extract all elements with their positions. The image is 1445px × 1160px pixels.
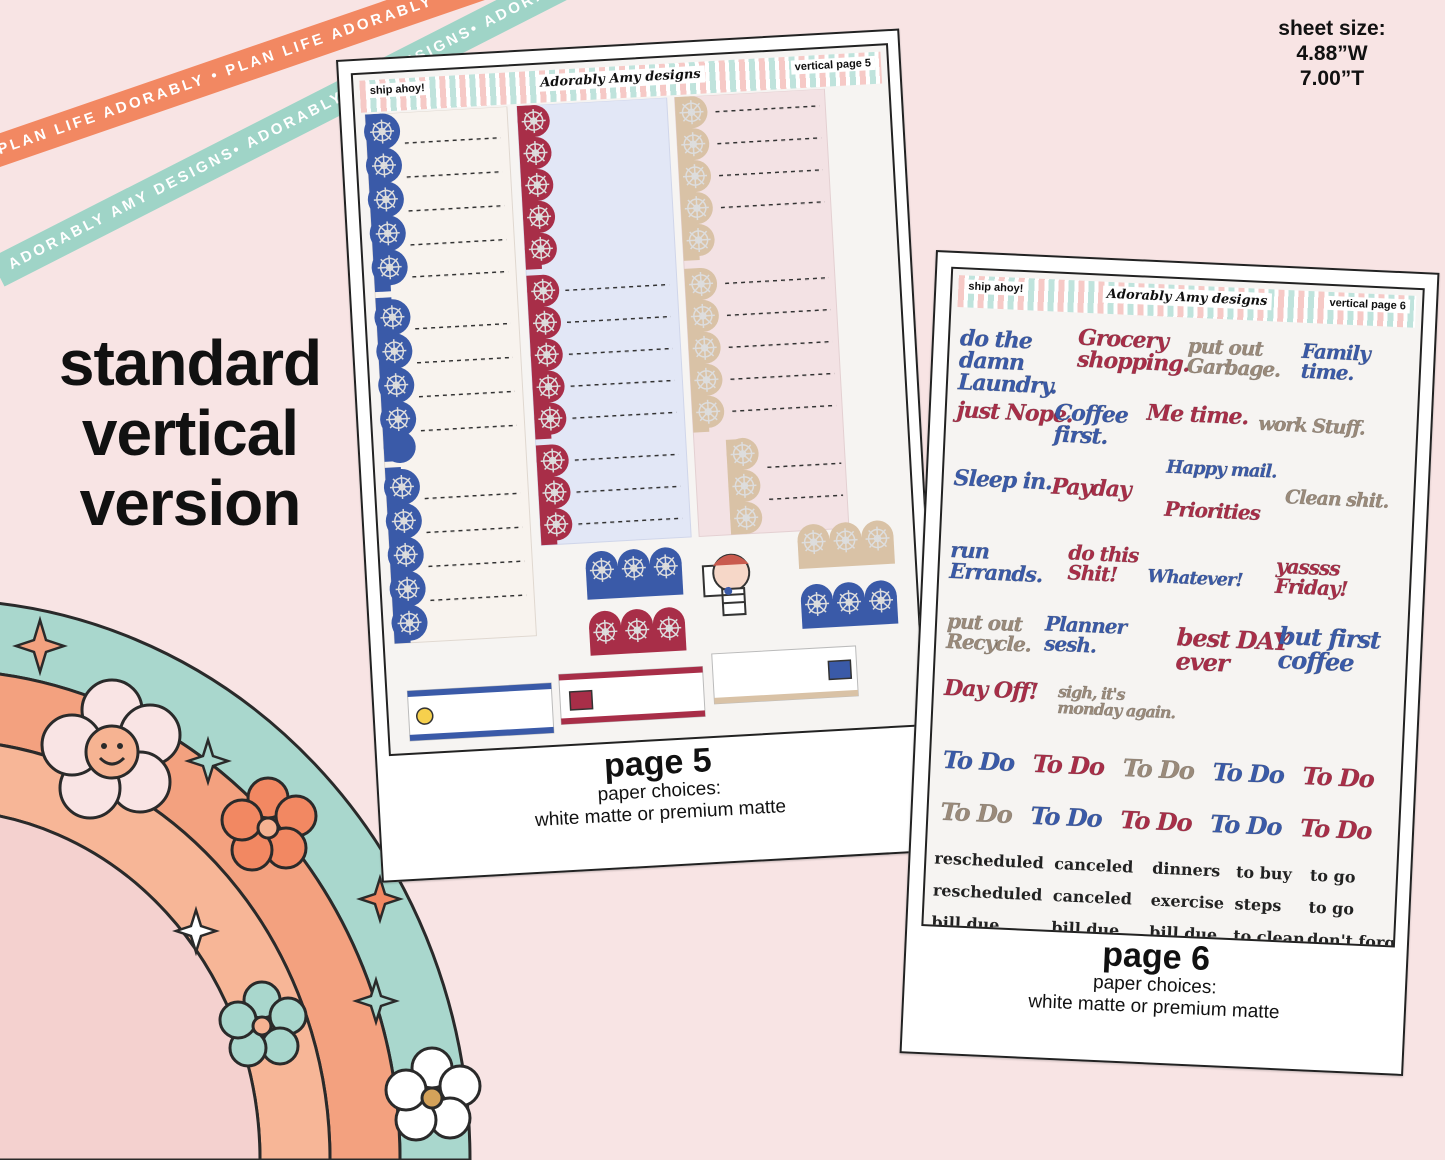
rainbow-svg (0, 602, 482, 1160)
small-word-sticker: to go (1309, 865, 1356, 887)
script-word-sticker: Day Off! (943, 674, 1039, 706)
script-word-sticker: put out Garbage. (1186, 333, 1281, 382)
smiley-flower-icon (40, 678, 182, 820)
page-5-sticker-art (364, 88, 899, 742)
script-word-sticker: Sleep in. (953, 465, 1053, 496)
small-word-sticker: canceled (1052, 885, 1133, 909)
small-word-sticker: exercise (1150, 890, 1225, 913)
todo-sticker: To Do (942, 744, 1015, 778)
todo-sticker: To Do (1211, 757, 1285, 790)
page-5-sticker-area: ship ahoy! Adorably Amy designs vertical… (350, 43, 927, 757)
todo-sticker: To Do (939, 796, 1013, 830)
small-word-sticker: steps (1234, 894, 1282, 916)
mint-flower-icon (218, 980, 308, 1068)
column-1-stickers (364, 106, 537, 645)
small-word-sticker: canceled (1053, 854, 1134, 877)
box-heart-icon (827, 659, 853, 681)
sheet-size-width: 4.88”W (1296, 42, 1368, 65)
page-6-sticker-area: ship ahoy! Adorably Amy designs vertical… (921, 266, 1425, 948)
headline-line-2: vertical (81, 397, 299, 469)
bottom-strip-stickers (406, 645, 859, 742)
todo-sticker: To Do (1299, 813, 1373, 846)
todo-sticker: To Do (1032, 748, 1105, 782)
gift-box-icon (568, 689, 594, 711)
script-word-sticker: Payday (1050, 473, 1132, 504)
script-word-sticker: sigh, it's monday again. (1056, 682, 1176, 723)
todo-sticker: To Do (1029, 800, 1103, 834)
todo-sticker: To Do (1119, 804, 1193, 838)
page-6-theme-label: ship ahoy! (964, 279, 1028, 297)
script-word-sticker: work Stuff. (1257, 412, 1366, 440)
script-word-sticker: do the damn Laundry. (957, 325, 1058, 400)
script-word-sticker: Planner sesh. (1043, 611, 1127, 658)
small-word-sticker: dinners (1151, 858, 1221, 881)
script-word-sticker: run Errands. (948, 536, 1043, 588)
white-flower-icon (384, 1046, 482, 1142)
todo-sticker: To Do (1209, 809, 1283, 842)
script-word-sticker: Grocery shopping. (1076, 324, 1190, 378)
small-word-sticker: rescheduled (932, 880, 1043, 905)
orange-flower-icon (220, 776, 318, 872)
headline-line-3: version (79, 467, 302, 539)
headline-line-1: standard (58, 327, 322, 399)
script-word-sticker: Happy mail. (1165, 456, 1278, 483)
sheet-size-height: 7.00”T (1299, 67, 1365, 90)
small-word-sticker: to buy (1235, 862, 1293, 884)
planner-girl-character-icon (701, 553, 751, 617)
lightbulb-icon (416, 707, 434, 725)
sticker-sheet-page-5: ship ahoy! Adorably Amy designs vertical… (336, 28, 946, 883)
script-word-sticker: yassss Friday! (1274, 553, 1348, 602)
script-word-sticker: but first coffee (1277, 620, 1381, 678)
todo-sticker: To Do (1301, 761, 1375, 794)
small-word-sticker: rescheduled (933, 848, 1045, 873)
small-word-sticker: to go (1308, 897, 1355, 919)
sheet-size-label: sheet size: (1278, 17, 1386, 40)
column-3-stickers (674, 88, 899, 629)
script-word-sticker: Me time. (1146, 399, 1249, 431)
column-2-stickers (516, 97, 692, 656)
sticker-sheet-page-6: ship ahoy! Adorably Amy designs vertical… (899, 250, 1440, 1077)
rainbow-illustration (0, 560, 520, 1160)
sheet-size-info: sheet size: 4.88”W 7.00”T (1247, 16, 1417, 91)
version-headline: standard vertical version (40, 328, 340, 538)
script-word-sticker: Clean shit. (1284, 486, 1389, 513)
small-word-sticker: don't forget (1306, 929, 1414, 948)
todo-sticker: To Do (1122, 753, 1195, 786)
script-word-sticker: Whatever! (1146, 565, 1243, 592)
script-word-sticker: Family time. (1300, 338, 1371, 386)
script-word-sticker: Priorities (1163, 496, 1261, 525)
sparkle-icons (12, 615, 404, 1027)
